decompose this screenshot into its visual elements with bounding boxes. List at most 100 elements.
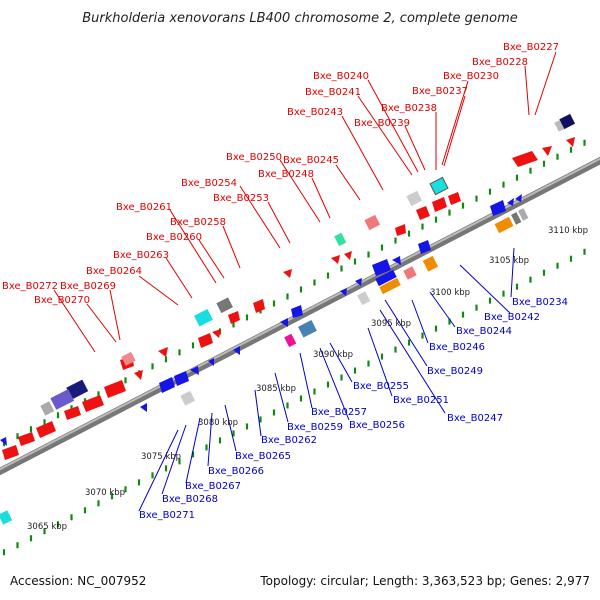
- gene-arrow[interactable]: [432, 197, 447, 212]
- gene-arrow[interactable]: [134, 370, 143, 380]
- gene-arrow[interactable]: [515, 194, 522, 202]
- gene-label[interactable]: Bxe_B0247: [447, 413, 503, 424]
- gene-label[interactable]: Bxe_B0265: [235, 451, 291, 462]
- gray-block[interactable]: [180, 390, 196, 406]
- gene-arrow[interactable]: [291, 305, 303, 318]
- gene-label[interactable]: Bxe_B0258: [170, 217, 226, 228]
- gene-arrow[interactable]: [416, 206, 430, 220]
- gene-arrow[interactable]: [158, 347, 168, 357]
- gene-arrow[interactable]: [340, 288, 347, 296]
- gene-arrow[interactable]: [566, 137, 575, 147]
- gene-label[interactable]: Bxe_B0262: [261, 435, 317, 446]
- cyan-block[interactable]: [194, 309, 213, 327]
- steelblue-block[interactable]: [298, 320, 317, 338]
- gene-arrow[interactable]: [355, 278, 362, 286]
- gene-label[interactable]: Bxe_B0260: [146, 232, 202, 243]
- gene-label[interactable]: Bxe_B0254: [181, 178, 237, 189]
- gene-label[interactable]: Bxe_B0228: [472, 57, 528, 68]
- gene-label[interactable]: Bxe_B0239: [354, 118, 410, 129]
- gene-label[interactable]: Bxe_B0266: [208, 466, 264, 477]
- gene-label[interactable]: Bxe_B0264: [86, 266, 142, 277]
- green-block[interactable]: [334, 232, 347, 247]
- gene-arrow[interactable]: [140, 403, 147, 412]
- blue-block[interactable]: [375, 269, 397, 287]
- gene-label[interactable]: Bxe_B0251: [393, 395, 449, 406]
- gene-arrow[interactable]: [490, 200, 506, 216]
- gene-label[interactable]: Bxe_B0269: [60, 281, 116, 292]
- gene-arrow[interactable]: [2, 445, 19, 460]
- pink-block[interactable]: [121, 351, 136, 366]
- gene-arrow[interactable]: [104, 380, 126, 398]
- gene-arrow[interactable]: [36, 421, 56, 438]
- gene-arrow[interactable]: [395, 224, 406, 236]
- orange-block[interactable]: [379, 277, 401, 295]
- gene-label[interactable]: Bxe_B0250: [226, 152, 282, 163]
- magenta-block[interactable]: [284, 333, 297, 348]
- gene-label[interactable]: Bxe_B0259: [287, 422, 343, 433]
- gene-arrow[interactable]: [542, 146, 552, 156]
- cyan-block[interactable]: [0, 510, 13, 525]
- gene-arrow[interactable]: [280, 318, 288, 327]
- gene-label[interactable]: Bxe_B0240: [313, 71, 369, 82]
- gray-block[interactable]: [216, 297, 233, 314]
- gene-arrow[interactable]: [253, 299, 265, 313]
- gene-arrow[interactable]: [208, 358, 214, 366]
- gray-block[interactable]: [511, 212, 522, 225]
- gene-label[interactable]: Bxe_B0234: [512, 297, 568, 308]
- gene-arrow[interactable]: [331, 255, 340, 264]
- gene-label[interactable]: Bxe_B0244: [456, 326, 512, 337]
- gene-label[interactable]: Bxe_B0272: [2, 281, 58, 292]
- gene-arrow[interactable]: [198, 333, 213, 348]
- gene-arrow[interactable]: [212, 329, 221, 338]
- gene-arrow[interactable]: [64, 406, 81, 420]
- gray-block[interactable]: [518, 208, 529, 221]
- navy-block[interactable]: [559, 113, 576, 130]
- gene-label[interactable]: Bxe_B0238: [381, 103, 437, 114]
- cyan-block[interactable]: [429, 176, 449, 196]
- gene-arrow[interactable]: [283, 269, 292, 278]
- gene-label[interactable]: Bxe_B0263: [113, 250, 169, 261]
- gene-arrow[interactable]: [392, 256, 401, 265]
- gene-label[interactable]: Bxe_B0227: [503, 42, 559, 53]
- purple-block[interactable]: [50, 389, 75, 410]
- gene-arrow[interactable]: [82, 395, 104, 412]
- gene-label[interactable]: Bxe_B0256: [349, 420, 405, 431]
- gene-label[interactable]: Bxe_B0257: [311, 407, 367, 418]
- gene-label[interactable]: Bxe_B0267: [185, 481, 241, 492]
- gene-arrow[interactable]: [233, 346, 240, 355]
- gene-label[interactable]: Bxe_B0261: [116, 202, 172, 213]
- gene-label[interactable]: Bxe_B0237: [412, 86, 468, 97]
- gene-label[interactable]: Bxe_B0271: [139, 510, 195, 521]
- gene-arrow[interactable]: [0, 437, 7, 446]
- pink-block[interactable]: [403, 266, 417, 280]
- gene-arrow[interactable]: [418, 240, 431, 254]
- gene-label[interactable]: Bxe_B0248: [258, 169, 314, 180]
- gene-label[interactable]: Bxe_B0243: [287, 107, 343, 118]
- gray-block[interactable]: [406, 190, 423, 207]
- gene-arrow[interactable]: [507, 198, 514, 206]
- gray-block[interactable]: [357, 291, 371, 306]
- gene-arrow[interactable]: [228, 311, 240, 324]
- gene-arrow[interactable]: [190, 366, 199, 375]
- gene-arrow[interactable]: [174, 371, 189, 386]
- orange-block[interactable]: [494, 216, 514, 234]
- navy-block[interactable]: [66, 379, 89, 400]
- gene-arrow[interactable]: [159, 377, 175, 393]
- gene-label[interactable]: Bxe_B0242: [484, 312, 540, 323]
- pink-block[interactable]: [364, 214, 381, 231]
- gene-arrow[interactable]: [372, 259, 391, 276]
- gene-label[interactable]: Bxe_B0230: [443, 71, 499, 82]
- orange-block[interactable]: [422, 255, 439, 272]
- gene-label[interactable]: Bxe_B0270: [34, 295, 90, 306]
- gray-block[interactable]: [40, 401, 55, 416]
- gene-label[interactable]: Bxe_B0241: [305, 87, 361, 98]
- gene-label[interactable]: Bxe_B0249: [427, 366, 483, 377]
- gene-label[interactable]: Bxe_B0246: [429, 342, 485, 353]
- gene-arrow[interactable]: [448, 192, 461, 205]
- gene-arrow[interactable]: [344, 251, 352, 260]
- gene-label[interactable]: Bxe_B0253: [213, 193, 269, 204]
- gene-label[interactable]: Bxe_B0255: [353, 381, 409, 392]
- gene-label[interactable]: Bxe_B0245: [283, 155, 339, 166]
- gene-arrow[interactable]: [512, 151, 538, 167]
- gene-arrow[interactable]: [18, 432, 35, 446]
